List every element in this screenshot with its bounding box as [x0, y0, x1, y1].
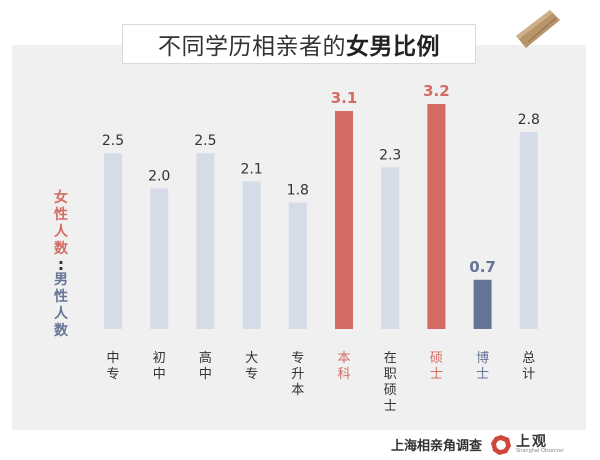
y-axis-label: 女性人数 : 男性人数: [50, 190, 72, 340]
category-label-总计: 总计: [522, 351, 535, 382]
category-label-博士: 博士: [476, 351, 489, 382]
title-highlight: 女男比例: [346, 34, 440, 60]
value-label-中专: 2.5: [102, 133, 124, 149]
tape-icon: [516, 10, 560, 48]
bar-初中: [150, 188, 169, 329]
category-label-大专: 大专: [245, 351, 258, 382]
value-label-高中: 2.5: [194, 133, 216, 149]
brand-logo: 上观 Shanghai Observer: [490, 432, 590, 458]
value-label-硕士: 3.2: [423, 82, 450, 100]
value-label-在职硕士: 2.3: [379, 147, 401, 163]
title-plain: 不同学历相亲者的: [158, 34, 346, 60]
category-label-在职硕士: 在职硕士: [384, 351, 397, 414]
brand-subtitle: Shanghai Observer: [516, 448, 564, 454]
y-label-numerator: 女性人数: [54, 190, 68, 257]
value-label-总计: 2.8: [518, 112, 540, 128]
footer: 上海相亲角调查 上观 Shanghai Observer: [0, 430, 600, 460]
bar-硕士: [427, 104, 446, 329]
source-text: 上海相亲角调查: [390, 439, 482, 454]
y-label-denominator: 男性人数: [54, 272, 68, 339]
brand-mark-icon: [491, 435, 511, 455]
bar-大专: [242, 181, 261, 329]
brand-name: 上观: [516, 434, 548, 450]
chart-title: 不同学历相亲者的 女男比例: [122, 24, 476, 64]
value-label-本科: 3.1: [331, 89, 358, 107]
bar-高中: [196, 153, 215, 329]
category-label-中专: 中专: [106, 351, 119, 382]
category-label-本科: 本科: [337, 351, 350, 382]
bar-总计: [519, 132, 538, 329]
value-label-专升本: 1.8: [287, 182, 309, 198]
bar-专升本: [288, 202, 307, 329]
category-label-硕士: 硕士: [430, 351, 443, 382]
bar-在职硕士: [381, 167, 400, 329]
bar-博士: [473, 279, 492, 329]
value-label-博士: 0.7: [469, 258, 496, 276]
value-label-大专: 2.1: [240, 161, 262, 177]
bar-本科: [335, 111, 353, 329]
category-label-高中: 高中: [199, 350, 212, 382]
y-label-separator: :: [57, 255, 65, 274]
bar-中专: [104, 153, 122, 329]
value-label-初中: 2.0: [148, 168, 170, 184]
category-label-初中: 初中: [153, 351, 166, 382]
category-label-专升本: 专升本: [291, 351, 304, 398]
